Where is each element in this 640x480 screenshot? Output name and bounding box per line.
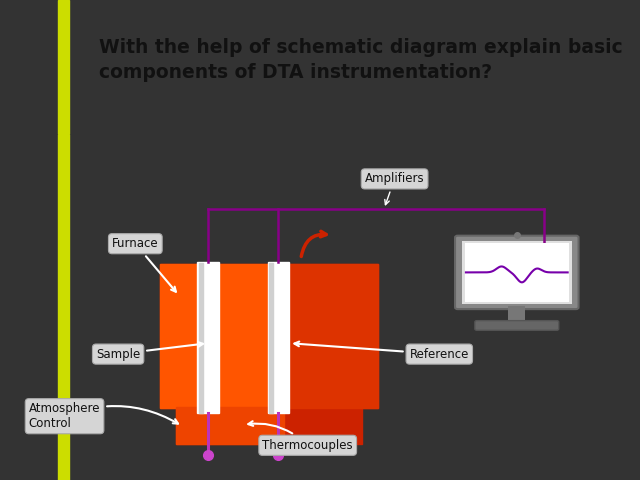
Text: Amplifiers: Amplifiers [365, 172, 424, 204]
Bar [58, 0, 69, 134]
Text: Sample: Sample [96, 342, 203, 360]
Text: Furnace: Furnace [112, 237, 176, 292]
Bar [176, 407, 284, 444]
Bar [160, 264, 286, 408]
Bar [509, 306, 525, 323]
FancyBboxPatch shape [455, 236, 579, 309]
Bar [465, 243, 569, 302]
Bar [269, 263, 273, 413]
Bar [160, 264, 378, 408]
Bar [58, 134, 69, 480]
Bar [197, 262, 219, 413]
Text: Reference: Reference [294, 342, 469, 360]
Text: Thermocouples: Thermocouples [248, 421, 353, 452]
Bar [199, 263, 203, 413]
Bar [462, 241, 572, 304]
FancyBboxPatch shape [475, 321, 559, 330]
Bar [286, 264, 378, 408]
Bar [268, 262, 289, 413]
Bar [176, 407, 362, 444]
Text: Atmosphere
Control: Atmosphere Control [29, 402, 178, 430]
Text: With the help of schematic diagram explain basic
components of DTA instrumentati: With the help of schematic diagram expla… [99, 38, 623, 83]
